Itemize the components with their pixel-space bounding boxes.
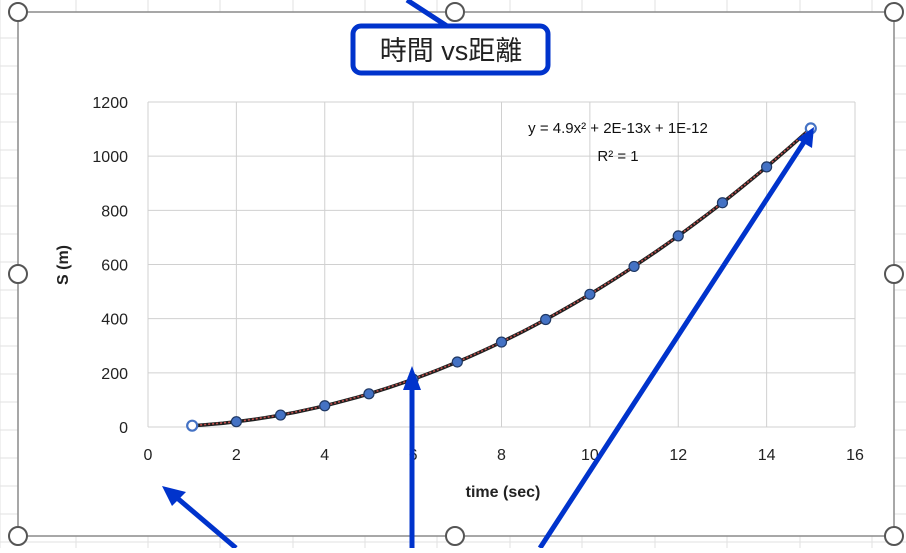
resize-handle-middle-right[interactable]	[884, 264, 904, 284]
y-tick-label: 800	[101, 203, 128, 220]
data-point[interactable]	[230, 416, 242, 428]
chart-title[interactable]: 時間 vs距離	[380, 36, 523, 66]
x-tick-label: 14	[758, 447, 776, 464]
data-point[interactable]	[761, 161, 773, 173]
x-tick-label: 12	[669, 447, 687, 464]
resize-handle-top-right[interactable]	[884, 2, 904, 22]
y-tick-label: 1000	[92, 149, 128, 166]
x-tick-label: 4	[320, 447, 329, 464]
arrow-head-point-6	[403, 366, 421, 390]
trendline-r-squared[interactable]: R² = 1	[597, 148, 638, 165]
selection-handles[interactable]	[8, 2, 904, 546]
data-point[interactable]	[540, 313, 552, 326]
series-line[interactable]	[192, 127, 812, 427]
y-axis-title[interactable]: S (m)	[55, 245, 72, 285]
data-point[interactable]	[274, 409, 287, 421]
arrow-head-origin	[162, 486, 186, 506]
y-tick-label: 400	[101, 312, 128, 329]
data-point[interactable]	[363, 388, 375, 400]
data-point[interactable]	[495, 336, 508, 348]
resize-handle-bottom-center[interactable]	[445, 526, 465, 546]
data-point[interactable]	[628, 260, 640, 273]
title-highlight-box	[350, 23, 551, 76]
data-point[interactable]	[451, 356, 463, 368]
resize-handle-bottom-right[interactable]	[884, 526, 904, 546]
annotation-arrows	[162, 0, 814, 550]
y-tick-label: 200	[101, 366, 128, 383]
x-tick-labels: 0246810121416	[144, 447, 864, 464]
x-tick-label: 8	[497, 447, 506, 464]
x-tick-label: 0	[144, 447, 153, 464]
y-tick-label: 600	[101, 258, 128, 275]
resize-handle-top-center[interactable]	[445, 2, 465, 22]
arrow-to-title	[405, 0, 449, 29]
y-tick-labels: 0 200 400 600 800 1000 1200	[92, 95, 128, 437]
x-axis-title[interactable]: time (sec)	[466, 484, 541, 501]
y-tick-label: 1200	[92, 95, 128, 112]
resize-handle-bottom-left[interactable]	[8, 526, 28, 546]
data-point[interactable]	[716, 197, 729, 209]
data-point[interactable]	[672, 230, 684, 242]
arrow-to-origin	[174, 495, 238, 550]
arrow-to-point-15	[537, 140, 807, 550]
data-point[interactable]	[584, 288, 596, 300]
chart-frame[interactable]	[17, 11, 895, 537]
x-tick-label: 2	[232, 447, 241, 464]
data-point[interactable]	[319, 400, 331, 412]
resize-handle-middle-left[interactable]	[8, 264, 28, 284]
trendline-equation[interactable]: y = 4.9x² + 2E-13x + 1E-12	[528, 120, 708, 137]
x-tick-label: 16	[846, 447, 864, 464]
series-line-layer	[192, 127, 812, 427]
resize-handle-top-left[interactable]	[8, 2, 28, 22]
x-tick-label: 10	[581, 447, 599, 464]
arrow-head-point-15	[797, 127, 814, 148]
data-point[interactable]	[186, 419, 199, 432]
y-tick-label: 0	[119, 420, 128, 437]
plot-gridlines	[147, 101, 856, 428]
